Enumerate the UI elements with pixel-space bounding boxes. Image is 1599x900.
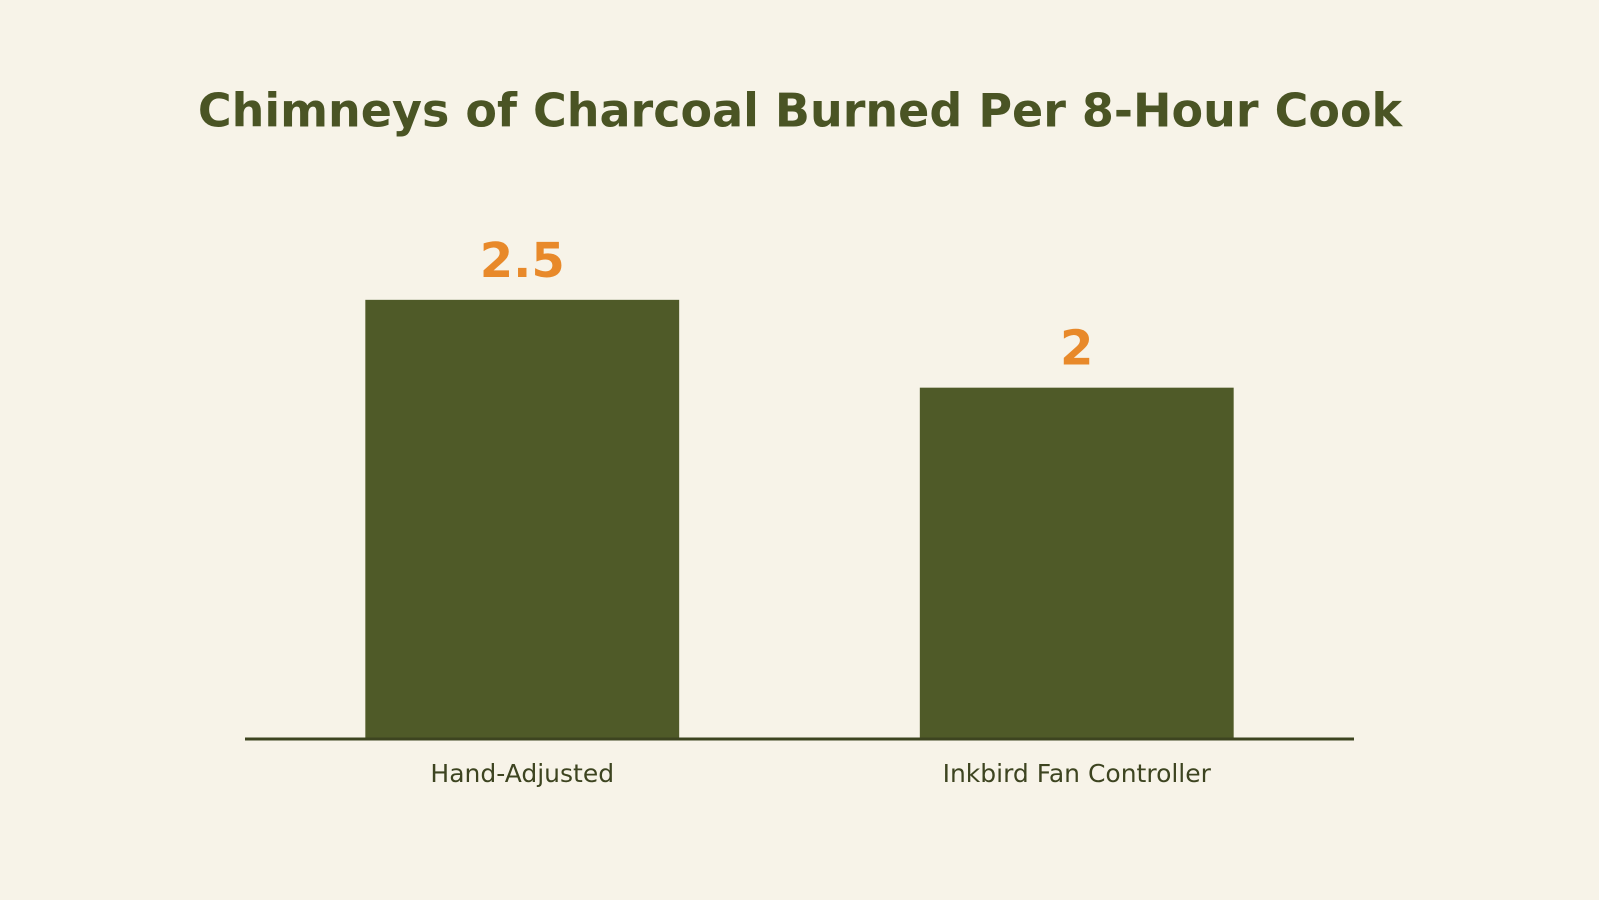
chart-title: Chimneys of Charcoal Burned Per 8-Hour C…	[198, 84, 1404, 138]
x-tick-label: Inkbird Fan Controller	[943, 759, 1212, 788]
x-tick-label: Hand-Adjusted	[430, 759, 614, 788]
bar	[919, 387, 1234, 739]
value-label: 2.5	[480, 233, 565, 289]
value-label: 2	[1060, 321, 1093, 377]
bar	[365, 299, 680, 739]
